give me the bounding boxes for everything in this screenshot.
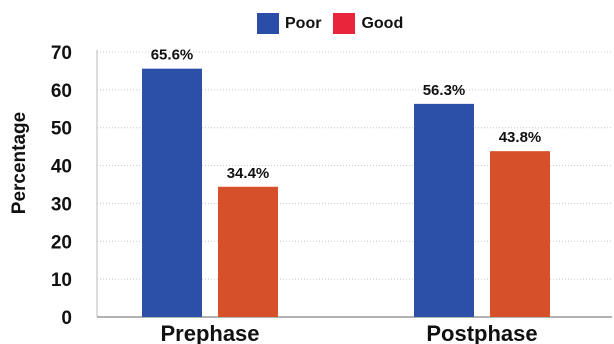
y-tick-label: 40 <box>51 157 72 178</box>
legend-label-good: Good <box>361 14 404 32</box>
data-label: 43.8% <box>499 129 542 146</box>
x-tick-label-prephase: Prephase <box>160 321 259 344</box>
legend: Poor Good <box>257 13 415 34</box>
data-label: 65.6% <box>151 47 194 64</box>
legend-item-poor: Poor <box>257 13 321 34</box>
y-tick-label: 50 <box>51 119 72 140</box>
bar-good-postphase <box>490 151 550 317</box>
y-tick-label: 20 <box>51 232 72 253</box>
y-tick-label: 0 <box>61 308 72 329</box>
data-label: 34.4% <box>227 165 270 182</box>
legend-label-poor: Poor <box>285 14 322 32</box>
bar-poor-prephase <box>142 68 202 318</box>
y-tick-label: 60 <box>51 81 72 102</box>
y-tick-label: 30 <box>51 194 72 215</box>
data-label: 56.3% <box>423 82 466 99</box>
legend-swatch-poor <box>257 13 279 34</box>
bar-good-prephase <box>218 186 278 317</box>
y-tick-label: 70 <box>51 43 72 64</box>
legend-swatch-good <box>333 13 356 34</box>
y-axis-label: Percentage <box>9 112 30 214</box>
y-tick-label: 10 <box>51 270 72 291</box>
bar-poor-postphase <box>414 103 474 317</box>
legend-item-good: Good <box>333 13 403 34</box>
x-tick-label-postphase: Postphase <box>426 321 537 344</box>
